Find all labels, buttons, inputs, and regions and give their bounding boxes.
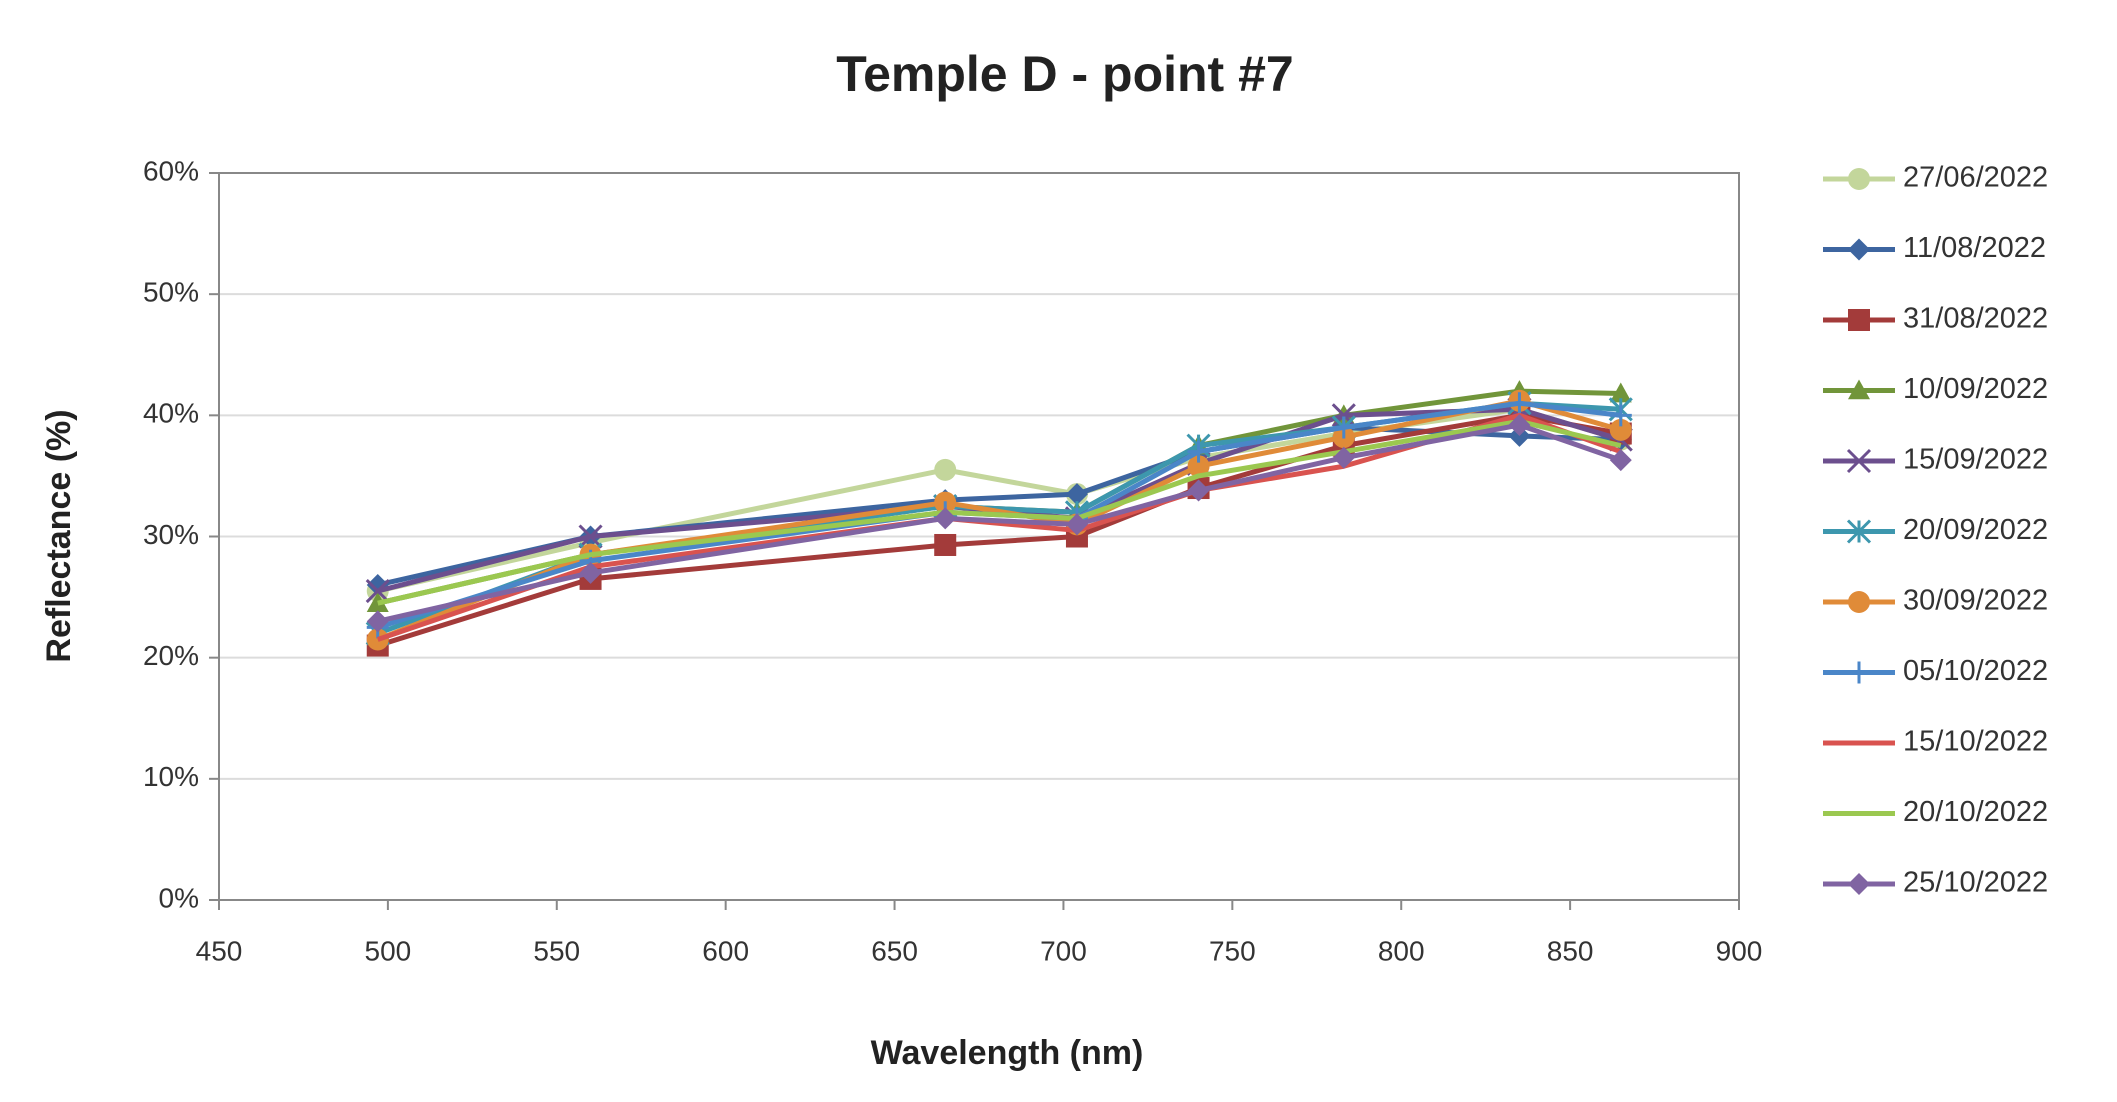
marker — [1065, 513, 1088, 536]
chart-title: Temple D - point #7 — [836, 46, 1293, 102]
y-tick-label: 10% — [143, 761, 199, 792]
series-line — [377, 422, 1622, 624]
y-tick-label: 40% — [143, 398, 199, 429]
marker — [365, 578, 390, 604]
marker — [1609, 404, 1632, 427]
legend-marker — [1848, 238, 1870, 261]
marker — [1331, 403, 1356, 428]
plot-frame — [218, 172, 1740, 901]
legend-label: 05/10/2022 — [1903, 655, 2048, 687]
x-tick-label: 550 — [533, 935, 580, 966]
legend-marker — [1848, 379, 1870, 400]
marker — [934, 507, 957, 530]
y-tick-label: 60% — [143, 155, 199, 186]
marker — [1508, 392, 1531, 415]
marker — [934, 458, 957, 481]
marker — [1187, 479, 1210, 502]
x-axis-label: Wavelength (nm) — [871, 1034, 1144, 1072]
series-line — [376, 412, 1622, 642]
y-axis-label: Reflectance (%) — [40, 409, 78, 662]
y-tick-label: 50% — [143, 277, 199, 308]
x-tick-label: 700 — [1040, 935, 1087, 966]
legend-marker — [1848, 168, 1870, 190]
x-tick-label: 650 — [871, 935, 918, 966]
legend-marker — [1848, 873, 1870, 895]
legend-label: 25/10/2022 — [1903, 867, 2048, 899]
legend-label: 30/09/2022 — [1903, 585, 2048, 617]
marker — [1065, 483, 1088, 506]
x-tick-label: 450 — [196, 935, 243, 966]
marker — [579, 561, 602, 584]
marker — [1332, 446, 1355, 469]
marker — [1609, 382, 1632, 403]
marker — [578, 524, 603, 549]
legend-label: 15/09/2022 — [1903, 444, 2048, 476]
marker — [934, 533, 957, 556]
x-tick-label: 500 — [365, 935, 412, 966]
legend-label: 15/10/2022 — [1903, 726, 2048, 758]
x-tick-label: 900 — [1716, 935, 1763, 966]
marker — [1187, 440, 1210, 463]
x-tick-label: 850 — [1547, 935, 1594, 966]
legend-label: 11/08/2022 — [1903, 232, 2046, 264]
legend-marker — [1848, 591, 1870, 613]
series-line — [377, 418, 1622, 606]
x-tick-label: 800 — [1378, 935, 1425, 966]
marker — [1332, 416, 1355, 439]
series-line — [377, 400, 1622, 630]
legend-label: 31/08/2022 — [1903, 303, 2048, 335]
legend-label: 20/10/2022 — [1903, 796, 2048, 828]
legend-marker — [1848, 309, 1870, 331]
legend-marker — [1846, 519, 1872, 544]
legend-label: 20/09/2022 — [1903, 514, 2048, 546]
legend-marker — [1846, 448, 1872, 474]
series-line — [377, 406, 1622, 594]
legend-marker — [1848, 661, 1870, 684]
marker — [1609, 449, 1632, 472]
marker — [1609, 418, 1632, 441]
legend-label: 27/06/2022 — [1903, 162, 2048, 194]
series-line — [377, 412, 1622, 648]
legend-label: 10/09/2022 — [1903, 373, 2048, 405]
y-tick-label: 0% — [159, 882, 199, 913]
marker — [366, 610, 389, 633]
y-tick-label: 20% — [143, 640, 199, 671]
marker — [1187, 455, 1210, 478]
x-tick-label: 750 — [1209, 935, 1256, 966]
x-tick-label: 600 — [702, 935, 749, 966]
y-tick-label: 30% — [143, 519, 199, 550]
marker — [1508, 414, 1531, 437]
